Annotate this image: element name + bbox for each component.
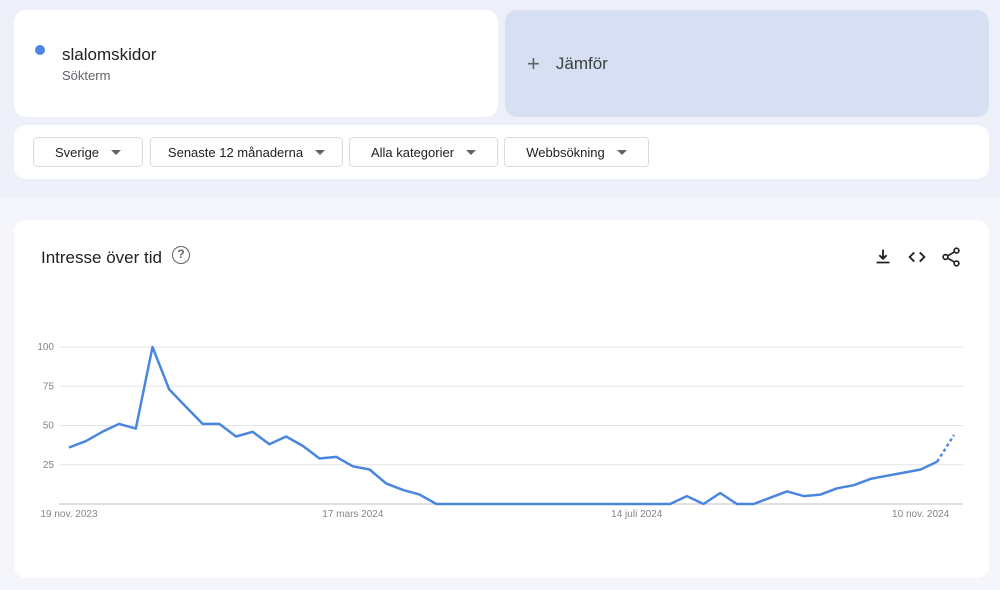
download-icon[interactable] <box>872 246 894 268</box>
y-tick-label: 75 <box>43 381 55 392</box>
data-point[interactable] <box>233 433 239 439</box>
filter-bar: Sverige Senaste 12 månaderna Alla katego… <box>14 125 989 179</box>
data-point[interactable] <box>717 490 723 496</box>
embed-code-icon[interactable] <box>906 246 928 268</box>
series-line-partial <box>936 434 956 463</box>
data-point[interactable] <box>634 501 640 507</box>
category-filter-dropdown[interactable]: Alla kategorier <box>349 137 498 167</box>
time-range-filter-dropdown[interactable]: Senaste 12 månaderna <box>150 137 343 167</box>
data-point[interactable] <box>133 426 139 432</box>
data-point[interactable] <box>584 501 590 507</box>
data-point[interactable] <box>300 443 306 449</box>
data-point[interactable] <box>500 501 506 507</box>
caret-down-icon <box>111 149 122 155</box>
region-filter-label: Sverige <box>54 144 100 160</box>
data-point[interactable] <box>467 501 473 507</box>
data-point[interactable] <box>650 501 656 507</box>
data-point[interactable] <box>250 429 256 435</box>
data-point[interactable] <box>116 421 122 427</box>
compare-label: Jämför <box>555 53 608 73</box>
chart-card-title: Intresse över tid <box>41 248 162 267</box>
data-point[interactable] <box>817 492 823 498</box>
data-point[interactable] <box>567 501 573 507</box>
data-point[interactable] <box>200 421 206 427</box>
compare-button[interactable]: + Jämför <box>505 10 989 117</box>
y-tick-label: 25 <box>43 460 55 471</box>
data-point[interactable] <box>918 466 924 472</box>
data-point[interactable] <box>534 501 540 507</box>
search-term-card[interactable]: slalomskidor Sökterm <box>14 10 498 117</box>
data-point[interactable] <box>550 501 556 507</box>
search-term-name[interactable]: slalomskidor <box>62 45 157 64</box>
search-type-filter-label: Webbsökning <box>526 144 605 160</box>
data-point[interactable] <box>517 501 523 507</box>
x-tick-label: 14 juli 2024 <box>611 509 663 520</box>
data-point[interactable] <box>751 501 757 507</box>
data-point[interactable] <box>83 438 89 444</box>
data-point[interactable] <box>450 501 456 507</box>
data-point[interactable] <box>767 495 773 501</box>
data-point[interactable] <box>99 429 105 435</box>
data-point[interactable] <box>333 454 339 460</box>
series-color-dot <box>35 45 45 55</box>
data-point[interactable] <box>851 482 857 488</box>
data-point[interactable] <box>617 501 623 507</box>
data-point[interactable] <box>216 421 222 427</box>
data-point[interactable] <box>483 501 489 507</box>
caret-down-icon <box>616 149 627 155</box>
data-point[interactable] <box>149 344 155 350</box>
data-point[interactable] <box>784 488 790 494</box>
data-point[interactable] <box>417 492 423 498</box>
plus-icon: + <box>527 50 540 76</box>
search-type-filter-dropdown[interactable]: Webbsökning <box>504 137 649 167</box>
data-point[interactable] <box>600 501 606 507</box>
data-point[interactable] <box>684 493 690 499</box>
data-point[interactable] <box>667 501 673 507</box>
interest-line-chart: 100 75 50 25 19 nov. 2023 17 mars 2024 14 juli… <box>37 342 963 520</box>
search-term-type: Sökterm <box>62 68 111 83</box>
data-point[interactable] <box>316 455 322 461</box>
data-point[interactable] <box>868 476 874 482</box>
y-tick-label: 50 <box>43 421 55 432</box>
caret-down-icon <box>466 149 477 155</box>
data-point[interactable] <box>367 466 373 472</box>
help-circle-icon[interactable]: ? <box>172 246 190 264</box>
data-point[interactable] <box>433 501 439 507</box>
interest-over-time-card: Intresse över tid ? 100 75 50 25 19 nov. 202… <box>14 220 989 578</box>
region-filter-dropdown[interactable]: Sverige <box>33 137 143 167</box>
data-point[interactable] <box>884 473 890 479</box>
data-point[interactable] <box>901 470 907 476</box>
data-point[interactable] <box>283 433 289 439</box>
x-tick-label: 17 mars 2024 <box>322 509 384 520</box>
data-point[interactable] <box>183 404 189 410</box>
caret-down-icon <box>315 149 326 155</box>
data-point[interactable] <box>834 485 840 491</box>
data-point[interactable] <box>934 459 940 465</box>
time-range-filter-label: Senaste 12 månaderna <box>167 144 304 160</box>
series-line <box>68 345 938 506</box>
data-point[interactable] <box>801 493 807 499</box>
data-point[interactable] <box>66 444 72 450</box>
y-tick-label: 100 <box>37 342 54 353</box>
data-point[interactable] <box>166 386 172 392</box>
data-point[interactable] <box>266 441 272 447</box>
data-point[interactable] <box>350 463 356 469</box>
x-tick-label: 10 nov. 2024 <box>892 509 950 520</box>
data-point[interactable] <box>734 501 740 507</box>
x-tick-label: 19 nov. 2023 <box>40 509 98 520</box>
data-point[interactable] <box>701 501 707 507</box>
data-point[interactable] <box>400 487 406 493</box>
share-icon[interactable] <box>940 246 962 268</box>
category-filter-label: Alla kategorier <box>370 144 455 160</box>
data-point[interactable] <box>383 481 389 487</box>
data-point[interactable] <box>951 432 957 438</box>
